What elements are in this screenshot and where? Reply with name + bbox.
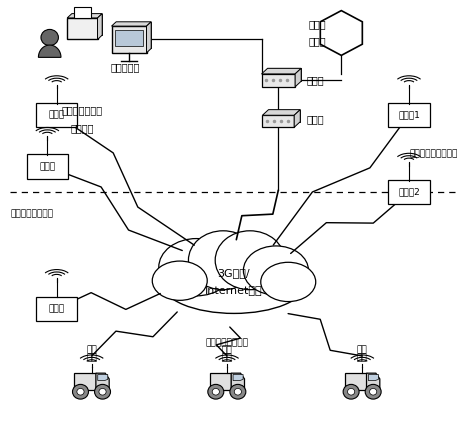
Polygon shape [231, 373, 244, 390]
Circle shape [234, 388, 241, 395]
Text: 工地甲: 工地甲 [49, 110, 65, 119]
Text: 工地智能监控装置: 工地智能监控装置 [10, 210, 53, 218]
Circle shape [95, 384, 110, 399]
Text: Internet网络: Internet网络 [205, 286, 263, 295]
Polygon shape [320, 11, 362, 55]
Text: 渣土车环保运输: 渣土车环保运输 [62, 105, 103, 115]
Circle shape [73, 384, 88, 399]
Text: 车载: 车载 [86, 345, 97, 354]
FancyBboxPatch shape [36, 103, 77, 127]
Circle shape [212, 388, 219, 395]
FancyBboxPatch shape [388, 103, 430, 127]
Polygon shape [269, 110, 300, 122]
Text: 监控服务器: 监控服务器 [110, 63, 140, 73]
Polygon shape [233, 375, 243, 381]
Polygon shape [97, 14, 102, 39]
Text: 服务器: 服务器 [309, 37, 326, 47]
Polygon shape [72, 14, 102, 35]
Text: 监控: 监控 [357, 354, 368, 362]
Polygon shape [96, 373, 109, 390]
Polygon shape [262, 74, 295, 87]
Polygon shape [263, 110, 300, 115]
Polygon shape [38, 45, 61, 57]
Polygon shape [268, 68, 301, 81]
Text: 消纳点智能监控装置: 消纳点智能监控装置 [410, 149, 458, 158]
Ellipse shape [152, 261, 207, 300]
Text: 车载: 车载 [357, 345, 368, 354]
FancyBboxPatch shape [36, 296, 77, 321]
Polygon shape [295, 68, 301, 87]
Polygon shape [67, 18, 97, 39]
Ellipse shape [189, 231, 258, 290]
Text: 监控: 监控 [222, 354, 233, 362]
Circle shape [41, 29, 58, 45]
Circle shape [230, 384, 246, 399]
Circle shape [77, 388, 84, 395]
Polygon shape [67, 14, 102, 18]
Ellipse shape [243, 246, 308, 295]
Circle shape [99, 388, 106, 395]
FancyBboxPatch shape [27, 154, 68, 178]
Ellipse shape [159, 238, 234, 296]
Circle shape [208, 384, 224, 399]
Circle shape [343, 384, 359, 399]
Polygon shape [115, 29, 143, 46]
Text: 车载: 车载 [222, 345, 233, 354]
Polygon shape [74, 373, 96, 390]
Text: 工地乙: 工地乙 [39, 162, 55, 171]
Text: 数据库: 数据库 [309, 19, 326, 29]
Text: 工地丙: 工地丙 [49, 304, 65, 313]
Ellipse shape [215, 231, 285, 290]
Text: 3G网络/: 3G网络/ [218, 268, 250, 278]
Text: 车载智能监控装置: 车载智能监控装置 [205, 339, 249, 347]
Polygon shape [262, 68, 301, 74]
Polygon shape [111, 22, 151, 26]
Polygon shape [294, 110, 300, 127]
Ellipse shape [261, 262, 316, 302]
Polygon shape [111, 26, 146, 53]
Text: 交换机: 交换机 [307, 75, 324, 86]
Polygon shape [210, 373, 231, 390]
Polygon shape [74, 7, 91, 18]
Polygon shape [116, 22, 151, 48]
Polygon shape [368, 375, 379, 381]
Text: 监管平台: 监管平台 [71, 123, 94, 133]
Polygon shape [263, 115, 294, 127]
Polygon shape [345, 373, 366, 390]
Polygon shape [98, 375, 108, 381]
Circle shape [348, 388, 355, 395]
Text: 路由器: 路由器 [307, 114, 324, 124]
Polygon shape [146, 22, 151, 53]
Polygon shape [366, 373, 380, 390]
Ellipse shape [161, 252, 307, 314]
Circle shape [370, 388, 377, 395]
Text: 消纳点2: 消纳点2 [398, 188, 420, 197]
Circle shape [365, 384, 381, 399]
FancyBboxPatch shape [388, 180, 430, 204]
Text: 监控: 监控 [86, 354, 97, 362]
Text: 消纳点1: 消纳点1 [398, 110, 420, 119]
